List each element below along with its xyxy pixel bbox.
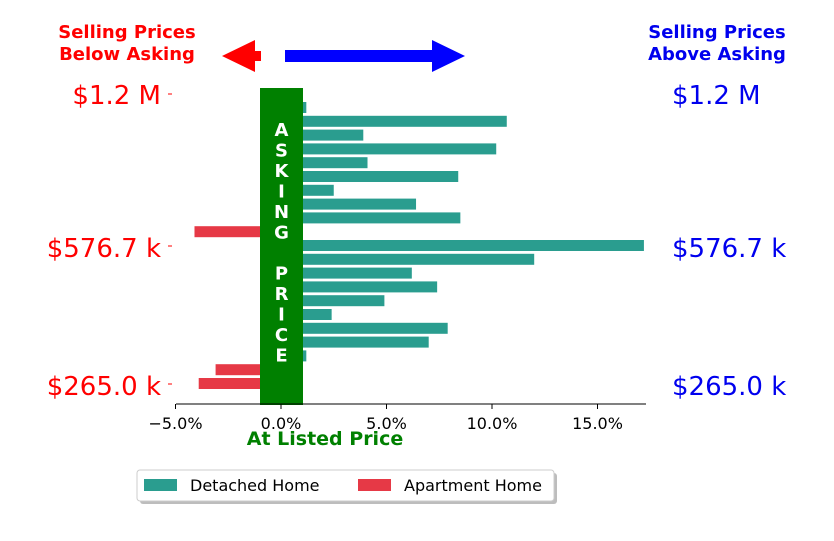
x-tick-label-3: 10.0% xyxy=(467,414,518,433)
price-label-bottom-right: $265.0 k xyxy=(672,372,786,402)
right-arrow-icon xyxy=(285,40,465,72)
price-label-top-right: $1.2 M xyxy=(672,81,761,111)
asking-letter-4: N xyxy=(274,202,289,223)
detached-bar-5 xyxy=(281,171,459,182)
x-ticks: −5.0% 0.0% 5.0% 10.0% 15.0% xyxy=(148,404,623,433)
detached-bar-17 xyxy=(281,336,429,348)
asking-letter-3: I xyxy=(278,182,285,203)
asking-letter-5: G xyxy=(274,223,289,244)
asking-letter-8: R xyxy=(275,284,289,305)
detached-bar-12 xyxy=(281,267,412,279)
left-arrow-icon xyxy=(222,40,261,72)
asking-letter-7: P xyxy=(275,264,288,285)
price-label-middle-right: $576.7 k xyxy=(672,234,786,264)
asking-letter-10: C xyxy=(275,325,288,346)
legend: Detached Home Apartment Home xyxy=(136,469,557,504)
x-tick-label-1: 0.0% xyxy=(261,414,302,433)
apartment-bar-20 xyxy=(198,378,281,389)
x-tick-label-2: 5.0% xyxy=(366,414,407,433)
apartment-bar-9 xyxy=(194,226,281,238)
asking-letter-2: K xyxy=(275,161,290,182)
legend-swatch-detached xyxy=(144,479,177,491)
asking-price-band xyxy=(260,88,303,405)
detached-bar-10 xyxy=(281,240,644,251)
detached-bar-13 xyxy=(281,281,438,293)
left-title-line2: Below Asking xyxy=(59,44,195,65)
price-label-middle-left: $576.7 k xyxy=(47,234,161,264)
x-tick-label-0: −5.0% xyxy=(148,414,202,433)
detached-bar-3 xyxy=(281,143,497,155)
detached-bar-1 xyxy=(281,115,507,127)
detached-bar-2 xyxy=(281,129,364,141)
left-title-line1: Selling Prices xyxy=(58,22,195,43)
legend-swatch-apartment xyxy=(358,479,391,491)
legend-label-detached: Detached Home xyxy=(190,476,320,495)
right-title-line2: Above Asking xyxy=(648,44,786,65)
asking-letter-1: S xyxy=(275,141,288,162)
detached-bar-11 xyxy=(281,253,535,265)
price-label-top-left: $1.2 M xyxy=(72,81,161,111)
asking-letter-0: A xyxy=(275,120,289,141)
detached-bar-14 xyxy=(281,295,385,307)
detached-bar-8 xyxy=(281,212,461,224)
x-axis-caption: At Listed Price xyxy=(247,428,403,450)
price-label-bottom-left: $265.0 k xyxy=(47,372,161,402)
asking-letter-9: I xyxy=(278,305,285,326)
x-tick-label-4: 15.0% xyxy=(572,414,623,433)
detached-bar-15 xyxy=(281,309,332,320)
right-title-line1: Selling Prices xyxy=(648,22,785,43)
asking-letter-11: E xyxy=(275,346,287,367)
bars-group xyxy=(194,102,644,389)
apartment-bar-19 xyxy=(215,364,281,376)
detached-bar-16 xyxy=(281,322,448,334)
detached-bar-7 xyxy=(281,198,417,210)
detached-bar-6 xyxy=(281,184,334,196)
legend-label-apartment: Apartment Home xyxy=(404,476,542,495)
legend-box xyxy=(136,469,555,502)
detached-bar-4 xyxy=(281,157,368,169)
